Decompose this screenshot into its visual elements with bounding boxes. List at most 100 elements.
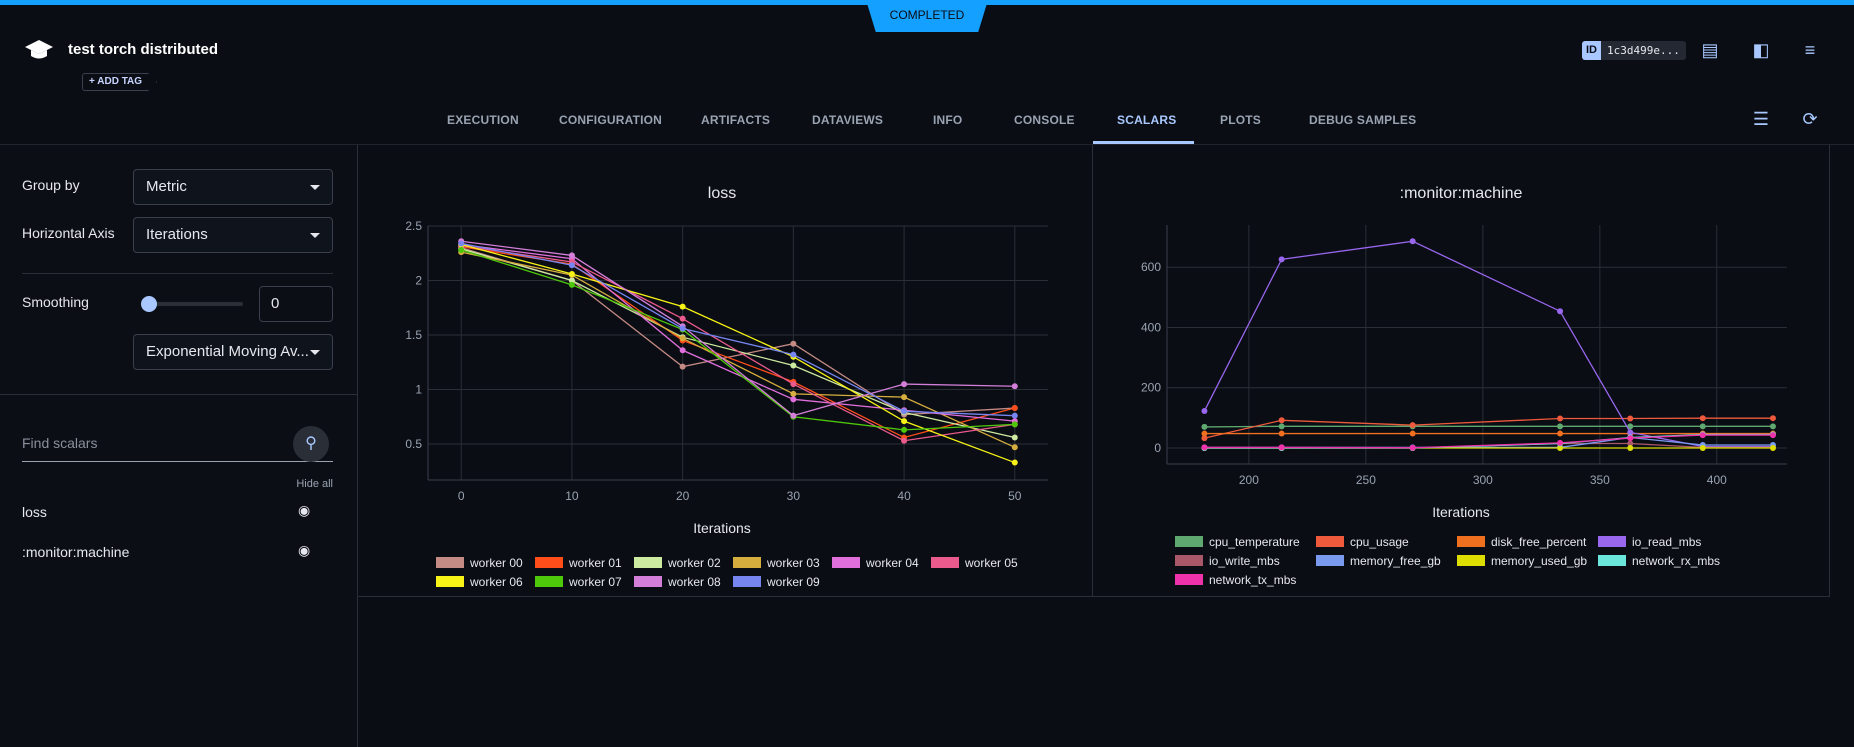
data-point [1011, 444, 1018, 451]
monitor-machine-chart[interactable]: :monitor:machine 200 250 300 350 400 0 200 400 60… [1093, 145, 1829, 596]
x-axis-title: Iterations [693, 520, 751, 536]
layout-icon[interactable]: ◧ [1752, 40, 1770, 60]
legend-label: cpu_usage [1350, 535, 1409, 549]
menu-icon[interactable]: ≡ [1804, 40, 1816, 60]
data-point [1011, 405, 1018, 412]
find-scalars-input[interactable]: Find scalars [22, 435, 333, 462]
data-point [1011, 459, 1018, 466]
series-line-cpu_temperature [1204, 425, 1773, 428]
series-line-io_read_mbs [1203, 240, 1773, 448]
x-tick-label: 0 [458, 489, 465, 503]
data-point [458, 240, 465, 247]
id-label: ID [1582, 41, 1601, 60]
search-icon[interactable]: ⚲ [293, 426, 329, 462]
legend-swatch [1175, 536, 1203, 547]
smoothing-method-select[interactable]: Exponential Moving Av... [133, 334, 333, 370]
data-point [901, 408, 908, 415]
horizontal-axis-select[interactable]: Iterations [133, 217, 333, 253]
data-point [1557, 430, 1564, 437]
legend-label: io_read_mbs [1632, 535, 1701, 549]
add-tag-button[interactable]: + ADD TAG [82, 73, 158, 91]
tab-plots[interactable]: PLOTS [1220, 113, 1262, 127]
legend-label: network_rx_mbs [1632, 554, 1720, 568]
data-point [1011, 412, 1018, 419]
y-tick-label: 1.5 [405, 328, 422, 342]
caret-down-icon [310, 185, 320, 190]
legend-swatch [634, 576, 662, 587]
tab-console[interactable]: CONSOLE [1014, 113, 1075, 127]
tab-dataviews[interactable]: DATAVIEWS [812, 113, 884, 127]
x-tick-label: 300 [1473, 473, 1493, 487]
data-point [901, 418, 908, 425]
smoothing-input[interactable]: 0 [259, 286, 333, 322]
data-point [1201, 423, 1208, 430]
data-point [1278, 444, 1285, 451]
legend-label: worker 01 [568, 556, 622, 570]
legend-swatch [1316, 555, 1344, 566]
legend-swatch [931, 557, 959, 568]
legend-label: memory_free_gb [1350, 554, 1441, 568]
experiment-title: test torch distributed [68, 41, 219, 58]
data-point [1409, 444, 1416, 451]
tab-execution[interactable]: EXECUTION [447, 113, 519, 127]
auto-refresh-icon[interactable]: ⟳ [1802, 109, 1818, 129]
legend-swatch [1598, 555, 1626, 566]
tab-configuration[interactable]: CONFIGURATION [559, 113, 663, 127]
hide-all-button[interactable]: Hide all [296, 478, 333, 490]
group-by-select[interactable]: Metric [133, 169, 333, 205]
series-line-worker-07 [461, 249, 1015, 431]
tab-info[interactable]: INFO [933, 113, 963, 127]
legend-label: worker 08 [667, 575, 721, 589]
eye-icon[interactable]: ◉ [298, 502, 311, 518]
data-point [1201, 444, 1208, 451]
scalar-item-loss[interactable]: loss [22, 504, 47, 520]
data-point [1627, 429, 1634, 436]
eye-icon[interactable]: ◉ [298, 542, 311, 558]
slider-thumb[interactable] [141, 296, 157, 312]
scalar-item-monitor-machine[interactable]: :monitor:machine [22, 544, 130, 560]
horizontal-axis-value: Iterations [146, 226, 208, 243]
data-point [790, 381, 797, 388]
data-point [1699, 423, 1706, 430]
data-point [679, 335, 686, 342]
tab-scalars[interactable]: SCALARS [1117, 113, 1177, 127]
data-point [901, 426, 908, 433]
legend-label: io_write_mbs [1209, 554, 1280, 568]
data-point [568, 277, 575, 284]
list-view-icon[interactable]: ☰ [1752, 109, 1770, 129]
legend-label: worker 00 [469, 556, 523, 570]
data-point [790, 351, 797, 358]
data-point [790, 396, 797, 403]
series-line-worker-09 [461, 242, 1015, 417]
data-point [1627, 423, 1634, 430]
legend-swatch [733, 576, 761, 587]
x-tick-label: 40 [897, 489, 911, 503]
data-point [790, 362, 797, 369]
data-point [1769, 415, 1776, 422]
x-tick-label: 50 [1008, 489, 1022, 503]
data-point [679, 325, 686, 332]
id-value: 1c3d499e... [1607, 44, 1680, 57]
smoothing-slider[interactable] [141, 296, 243, 312]
graduation-cap-icon [25, 40, 53, 59]
data-point [1278, 256, 1285, 263]
legend-swatch [634, 557, 662, 568]
tab-debug-samples[interactable]: DEBUG SAMPLES [1309, 113, 1417, 127]
data-point [679, 303, 686, 310]
loss-chart[interactable]: loss 0 10 20 30 40 50 0.5 1 1.5 2 2.5 worker 00 worke… [358, 145, 1093, 596]
data-point [1627, 435, 1634, 442]
legend-swatch [1175, 574, 1203, 585]
data-point [1769, 445, 1776, 452]
data-point [1278, 423, 1285, 430]
id-badge[interactable]: ID 1c3d499e... [1582, 41, 1686, 60]
info-panel-icon[interactable]: ▤ [1701, 40, 1719, 60]
tab-artifacts[interactable]: ARTIFACTS [701, 113, 771, 127]
series-line-worker-08 [461, 240, 1015, 417]
legend-label: memory_used_gb [1491, 554, 1587, 568]
data-point [568, 262, 575, 269]
data-point [790, 390, 797, 397]
data-point [1699, 432, 1706, 439]
series-line-worker-06 [461, 243, 1016, 464]
caret-down-icon [310, 350, 320, 355]
legend-label: worker 07 [568, 575, 622, 589]
